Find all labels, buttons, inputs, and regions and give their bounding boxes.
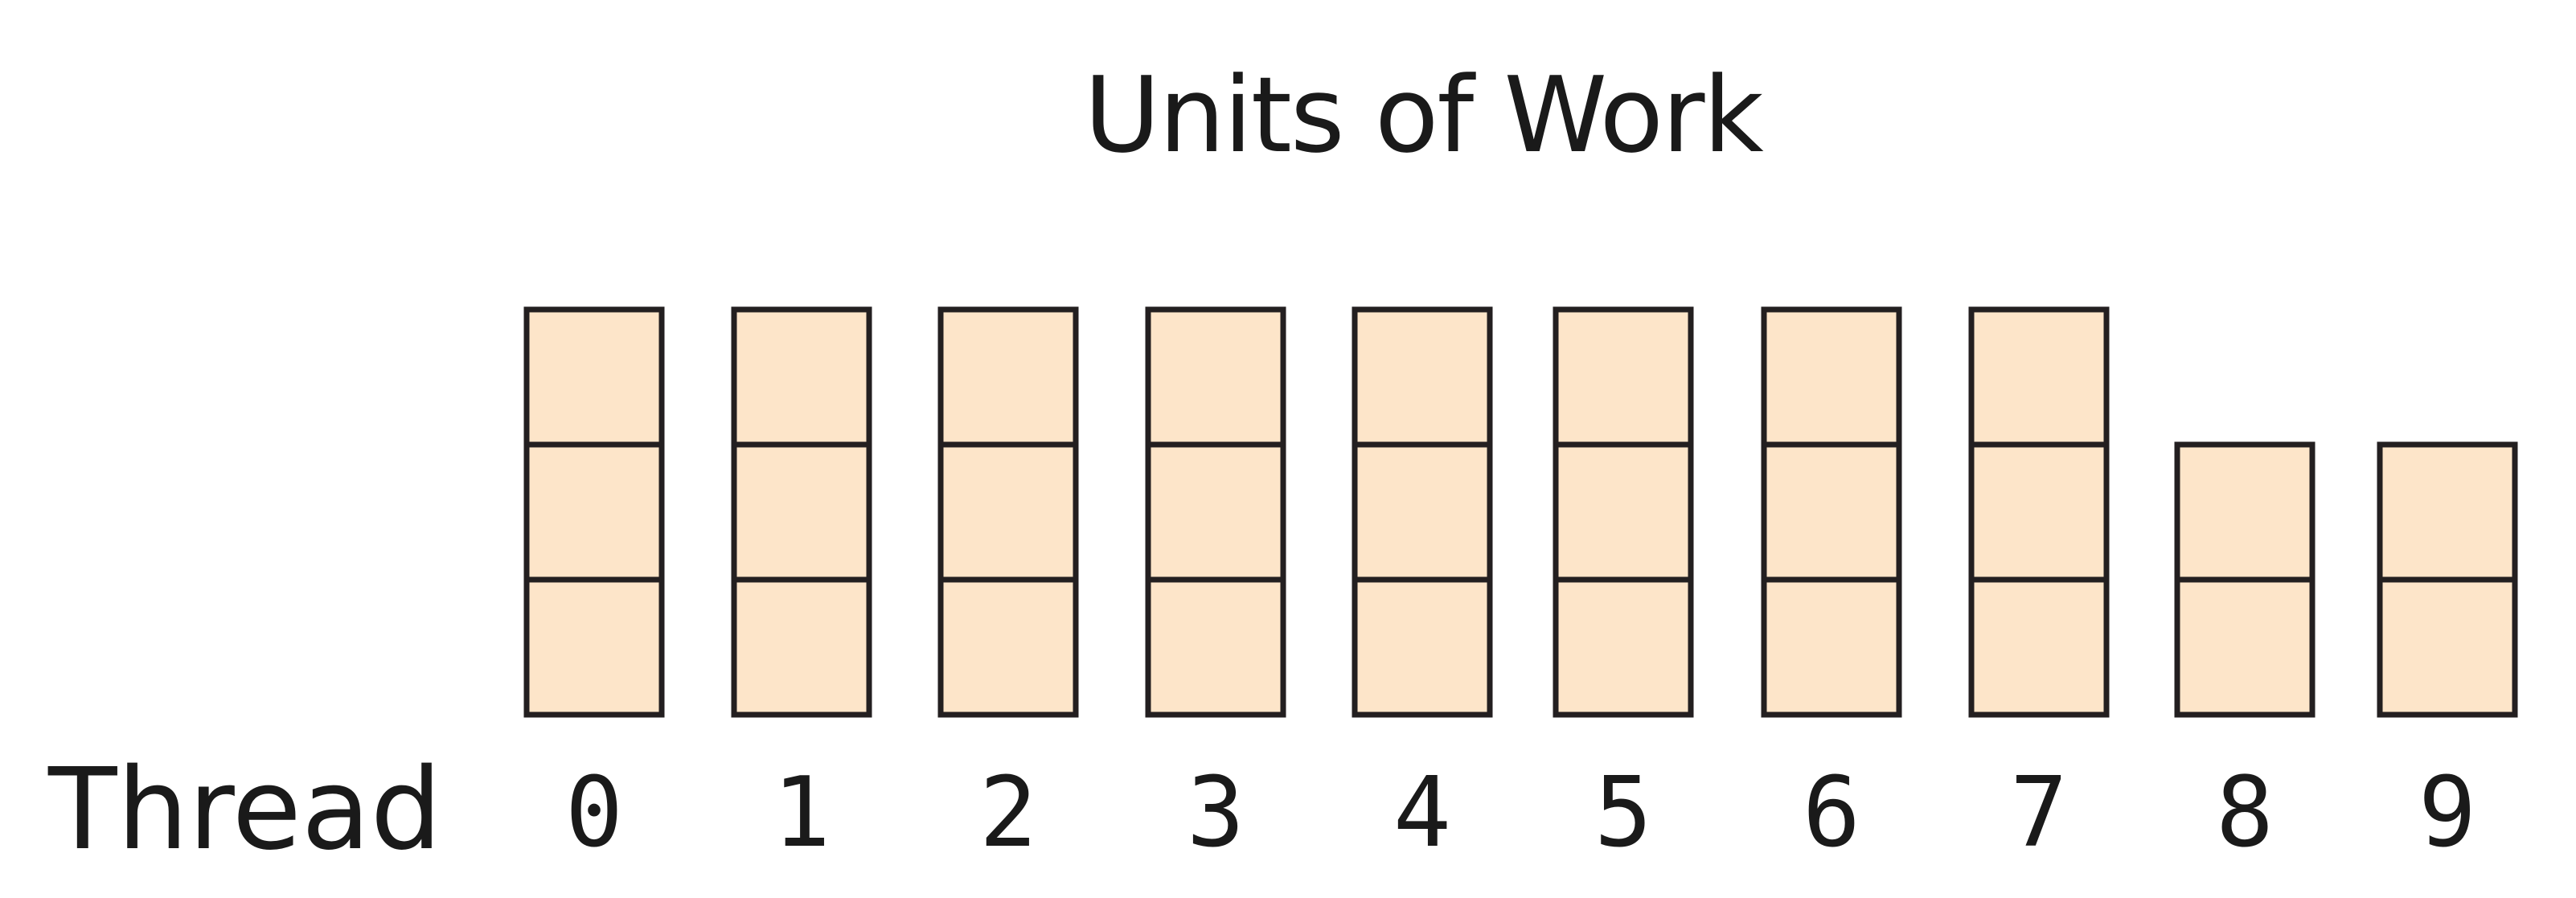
thread-column-3: 3 [1145, 306, 1286, 869]
work-unit-cell [1145, 441, 1286, 583]
work-unit-cell [731, 441, 872, 583]
work-unit-cell [1968, 441, 2110, 583]
thread-number-label: 6 [1803, 757, 1860, 869]
work-unit-cell [1761, 441, 1902, 583]
work-unit-cell [2174, 441, 2316, 583]
work-unit-cell [1968, 576, 2110, 718]
work-unit-cell [1761, 306, 1902, 448]
thread-number-label: 5 [1594, 757, 1652, 869]
work-unit-cell [731, 306, 872, 448]
thread-number-label: 7 [2010, 757, 2068, 869]
work-unit-cell [1352, 306, 1493, 448]
thread-number-label: 3 [1187, 757, 1245, 869]
thread-column-9: 9 [2377, 441, 2518, 869]
thread-column-2: 2 [937, 306, 1079, 869]
work-unit-cell [1553, 576, 1694, 718]
thread-column-1: 1 [731, 306, 872, 869]
work-unit-cell [523, 441, 665, 583]
work-unit-cell [1968, 306, 2110, 448]
work-unit-cell [937, 306, 1079, 448]
thread-number-label: 4 [1393, 757, 1451, 869]
thread-column-0: 0 [523, 306, 665, 869]
thread-number-label: 9 [2418, 757, 2476, 869]
thread-column-7: 7 [1968, 306, 2110, 869]
work-unit-cell [1553, 441, 1694, 583]
thread-column-4: 4 [1352, 306, 1493, 869]
work-unit-cell [1761, 576, 1902, 718]
work-unit-cell [523, 306, 665, 448]
work-unit-cell [523, 576, 665, 718]
thread-number-label: 8 [2216, 757, 2274, 869]
work-unit-cell [1553, 306, 1694, 448]
work-unit-cell [2377, 441, 2518, 583]
work-unit-cell [2174, 576, 2316, 718]
thread-column-5: 5 [1553, 306, 1694, 869]
work-unit-cell [1145, 576, 1286, 718]
thread-number-label: 0 [565, 757, 623, 869]
thread-column-8: 8 [2174, 441, 2316, 869]
thread-columns: 0 1 2 3 4 5 6 7 8 9 [523, 306, 2518, 869]
work-unit-cell [1352, 441, 1493, 583]
work-unit-cell [937, 576, 1079, 718]
thread-row-label: Thread [47, 744, 442, 875]
work-unit-cell [731, 576, 872, 718]
thread-number-label: 2 [979, 757, 1037, 869]
thread-column-6: 6 [1761, 306, 1902, 869]
thread-number-label: 1 [773, 757, 831, 869]
work-unit-cell [2377, 576, 2518, 718]
work-unit-cell [937, 441, 1079, 583]
work-unit-cell [1352, 576, 1493, 718]
diagram-title: Units of Work [1084, 54, 1763, 176]
work-unit-cell [1145, 306, 1286, 448]
